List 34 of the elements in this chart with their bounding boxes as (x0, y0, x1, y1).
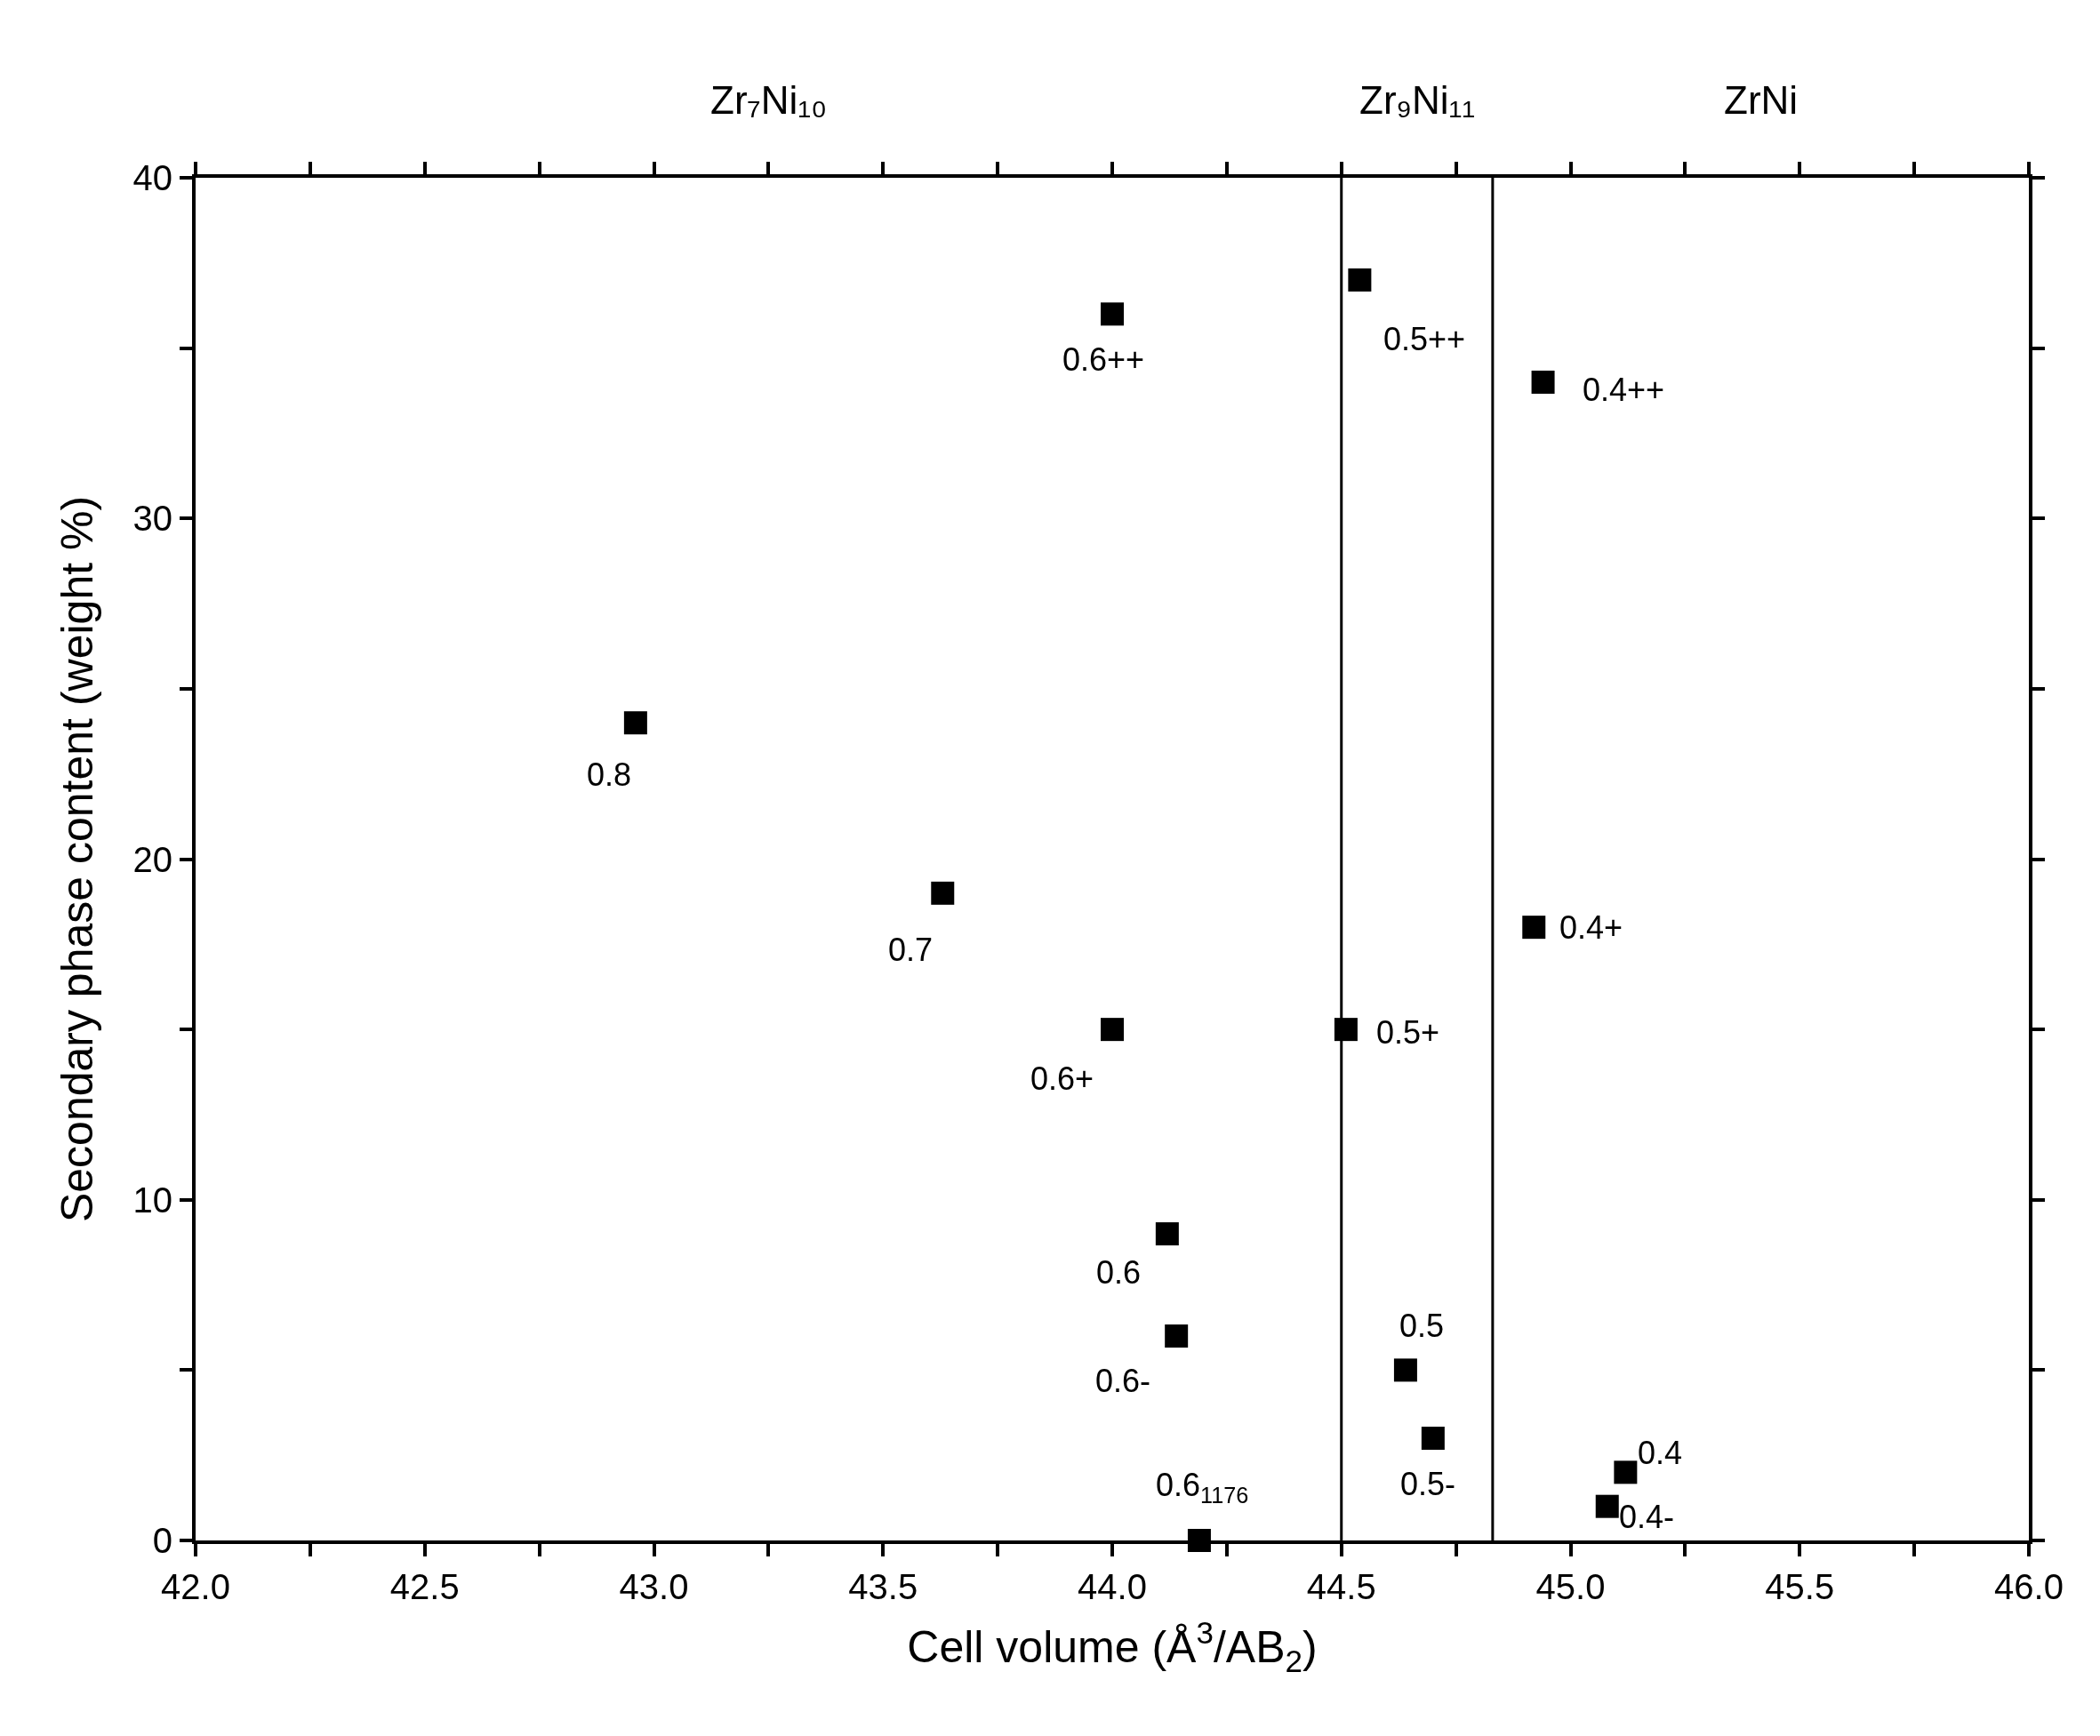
x-tick-label: 44.5 (1306, 1567, 1376, 1606)
text: Zr₇Ni₁₀ (710, 78, 828, 122)
annotation: 0.4++ (1583, 372, 1665, 408)
annotation: 0.6++ (1062, 341, 1145, 378)
annotation: 0.6- (1095, 1363, 1151, 1399)
annotation: 0.6+ (1030, 1060, 1094, 1097)
x-tick-label: 44.0 (1078, 1567, 1147, 1606)
y-tick-label: 20 (132, 839, 172, 879)
x-tick-label: 43.0 (619, 1567, 689, 1606)
y-tick-label: 0 (152, 1521, 172, 1560)
x-axis-title: Cell volume (Å$^{3}$/AB$_{2}$) (907, 1615, 1318, 1678)
annotation: 0.5+ (1376, 1014, 1440, 1051)
text: ZrNi (1724, 78, 1799, 122)
annotation: 0.6 (1096, 1254, 1142, 1291)
annotation: 0.5++ (1383, 321, 1466, 357)
annotation: 0.8 (587, 756, 632, 793)
annotation: 0.4- (1619, 1499, 1675, 1535)
text: Zr₉Ni₁₁ (1359, 78, 1476, 122)
annotation: 0.4+ (1559, 909, 1623, 946)
x-tick-label: 45.5 (1765, 1567, 1835, 1606)
x-tick-label: 42.5 (389, 1567, 460, 1606)
x-tick-label: 43.5 (848, 1567, 918, 1606)
x-tick-label: 45.0 (1535, 1567, 1606, 1606)
x-tick-label: 42.0 (161, 1567, 230, 1606)
annotation: 0.5 (1399, 1308, 1445, 1344)
annotation: 0.6$_{1176}$ (1156, 1467, 1249, 1508)
x-tick-label: 46.0 (1994, 1567, 2064, 1606)
y-axis-title: Secondary phase content (weight %) (52, 495, 102, 1223)
annotation: 0.7 (888, 932, 934, 968)
annotation: 0.5- (1400, 1466, 1456, 1502)
y-tick-label: 10 (132, 1180, 172, 1220)
y-tick-label: 40 (132, 158, 172, 197)
annotation: 0.4 (1638, 1435, 1683, 1471)
y-tick-label: 30 (132, 499, 172, 539)
